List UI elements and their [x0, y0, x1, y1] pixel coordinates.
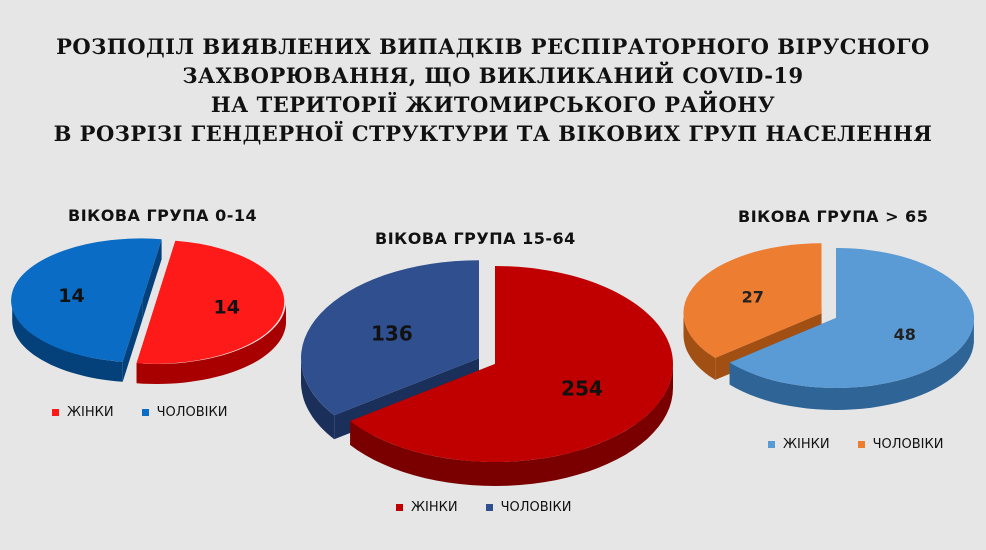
title-line-3: НА ТЕРИТОРІЇ ЖИТОМИРСЬКОГО РАЙОНУ — [210, 92, 776, 117]
data-label-women: 48 — [894, 325, 916, 344]
legend-label-women: ЖІНКИ — [783, 437, 830, 452]
legend-swatch-women — [768, 441, 775, 448]
legend-item-men: ЧОЛОВІКИ — [857, 437, 944, 452]
pie-slice-women — [350, 266, 673, 486]
pie-slice-top — [11, 238, 162, 362]
pie-slice-side — [350, 363, 673, 486]
data-label-men: 136 — [371, 322, 413, 346]
legend-label-women: ЖІНКИ — [411, 500, 458, 515]
pie-slice-side — [136, 301, 286, 384]
pie-slice-men — [11, 238, 162, 382]
chart-title-15-64: ВІКОВА ГРУПА 15-64 — [375, 229, 576, 248]
pie-slice-top — [683, 243, 822, 358]
legend-label-men: ЧОЛОВІКИ — [500, 500, 572, 515]
legend-0-14: ЖІНКИ ЧОЛОВІКИ — [52, 405, 227, 420]
data-label-men: 27 — [742, 287, 764, 306]
pie-chart-15-64: 254 136 — [300, 260, 673, 486]
legend-item-women: ЖІНКИ — [396, 500, 458, 515]
title-line-2: ЗАХВОРЮВАННЯ, ЩО ВИКЛИКАНИЙ COVID-19 — [182, 63, 804, 88]
pie-chart-0-14: 14 14 — [11, 238, 286, 384]
chart-title-0-14: ВІКОВА ГРУПА 0-14 — [68, 206, 258, 225]
pie-slice-women — [136, 240, 286, 384]
title-line-4: В РОЗРІЗІ ГЕНДЕРНОЇ СТРУКТУРИ ТА ВІКОВИХ… — [53, 121, 933, 146]
legend-label-men: ЧОЛОВІКИ — [872, 437, 944, 452]
data-label-men: 14 — [58, 285, 84, 307]
title-line-1: РОЗПОДІЛ ВИЯВЛЕНИХ ВИПАДКІВ РЕСПІРАТОРНО… — [56, 34, 930, 59]
legend-item-women: ЖІНКИ — [52, 405, 114, 420]
pie-slice-side — [12, 301, 123, 382]
legend-swatch-men — [141, 409, 149, 416]
pie-slice-top — [729, 248, 975, 388]
legend-item-men: ЧОЛОВІКИ — [485, 500, 572, 515]
legend-swatch-men — [485, 504, 493, 511]
pie-slice-women — [729, 248, 975, 410]
legend-label-women: ЖІНКИ — [67, 405, 114, 420]
pie-slice-cut-face — [142, 239, 162, 321]
data-label-women: 254 — [561, 377, 603, 401]
pie-slice-side — [729, 320, 974, 410]
legend-item-women: ЖІНКИ — [768, 437, 830, 452]
chart-title-65plus: ВІКОВА ГРУПА > 65 — [738, 207, 929, 226]
legend-swatch-women — [52, 409, 59, 416]
legend-swatch-women — [396, 504, 403, 511]
legend-15-64: ЖІНКИ ЧОЛОВІКИ — [396, 500, 571, 515]
page-title: РОЗПОДІЛ ВИЯВЛЕНИХ ВИПАДКІВ РЕСПІРАТОРНО… — [0, 32, 986, 148]
pie-slice-side — [301, 358, 335, 440]
pie-slice-side — [683, 314, 716, 380]
legend-label-men: ЧОЛОВІКИ — [156, 405, 228, 420]
pie-slice-top — [136, 240, 285, 364]
legend-65plus: ЖІНКИ ЧОЛОВІКИ — [768, 437, 943, 452]
pie-slice-cut-face — [122, 300, 143, 382]
legend-item-men: ЧОЛОВІКИ — [141, 405, 228, 420]
data-label-women: 14 — [213, 297, 239, 319]
pie-chart-65plus: 48 27 — [683, 243, 975, 410]
legend-swatch-men — [857, 441, 865, 448]
pie-slice-top — [350, 266, 673, 462]
pie-slice-top — [300, 260, 479, 416]
